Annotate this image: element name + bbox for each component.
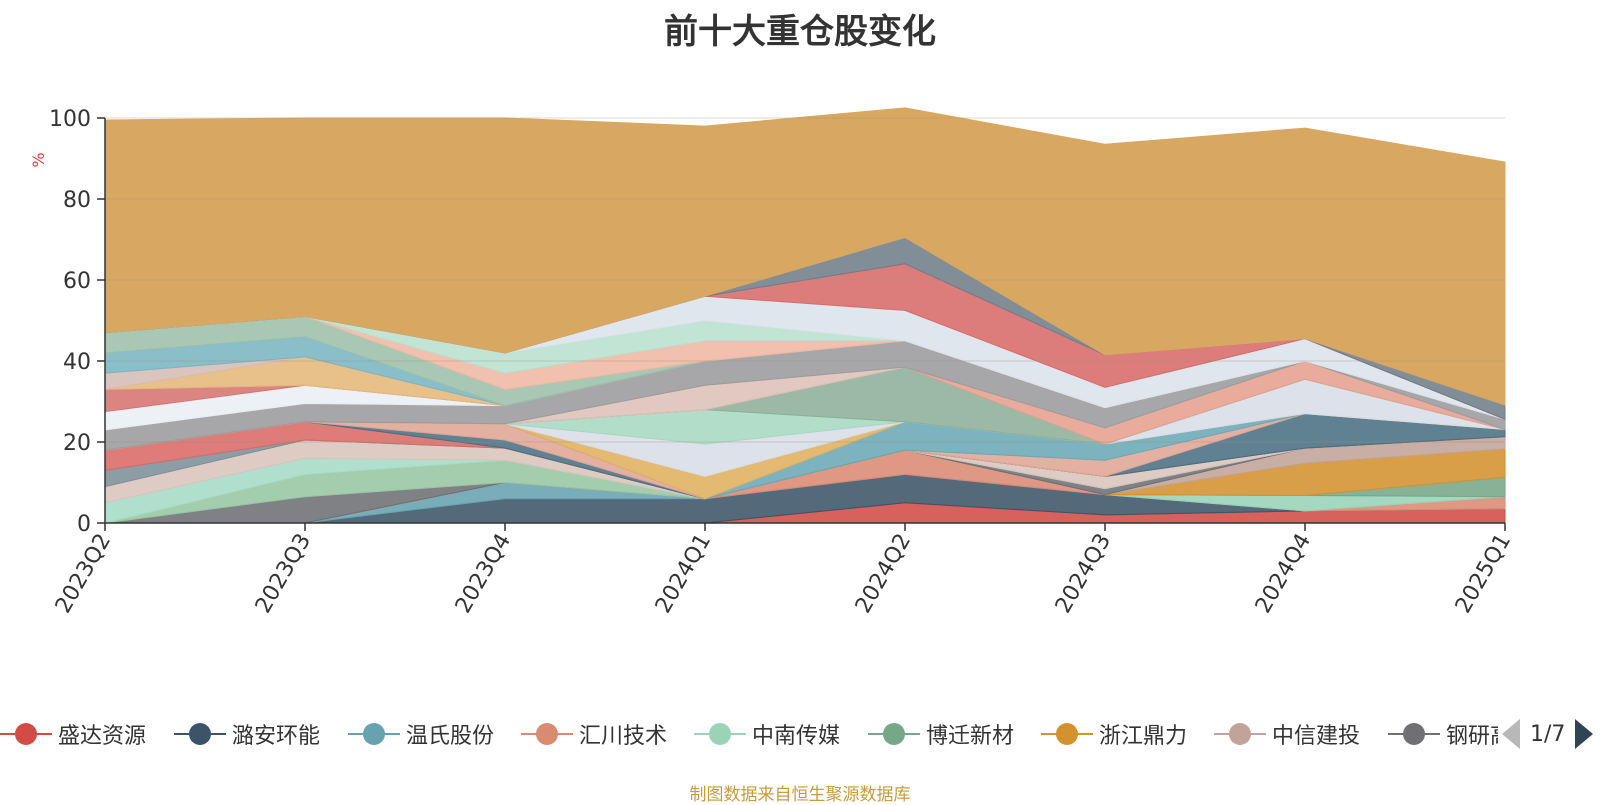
- y-tick-label-3: 60: [63, 269, 91, 294]
- x-tick-label-3: 2024Q1: [651, 530, 716, 618]
- x-tick-label-7: 2025Q1: [1451, 530, 1516, 618]
- legend-marker-icon: [521, 714, 573, 754]
- chart-title: 前十大重仓股变化: [664, 12, 936, 52]
- legend-marker-icon: [868, 714, 920, 754]
- y-axis-unit-label: %: [29, 152, 48, 167]
- legend-item-5[interactable]: 博迁新材: [868, 714, 1014, 754]
- legend-item-8[interactable]: 钢研高纳: [1388, 714, 1500, 754]
- source-note: 制图数据来自恒生聚源数据库: [689, 785, 911, 805]
- legend-prev-page-icon[interactable]: [1502, 719, 1520, 749]
- legend-item-6[interactable]: 浙江鼎力: [1041, 714, 1187, 754]
- legend-pager: 1/7: [1498, 714, 1600, 754]
- legend-item-3[interactable]: 汇川技术: [521, 714, 667, 754]
- legend-item-4[interactable]: 中南传媒: [694, 714, 840, 754]
- x-tick-label-1: 2023Q3: [251, 530, 316, 618]
- area-series-group: [104, 107, 1506, 524]
- legend-item-7[interactable]: 中信建投: [1214, 714, 1360, 754]
- legend-marker-icon: [0, 714, 52, 754]
- legend-marker-icon: [1388, 714, 1440, 754]
- legend-label: 温氏股份: [406, 724, 495, 749]
- legend-label: 潞安环能: [232, 724, 321, 749]
- y-tick-label-1: 20: [63, 431, 91, 456]
- y-tick-label-4: 80: [63, 188, 91, 213]
- x-tick-label-2: 2023Q4: [451, 530, 516, 618]
- y-tick-label-0: 0: [77, 512, 91, 537]
- y-tick-label-5: 100: [49, 107, 91, 132]
- legend-item-1[interactable]: 潞安环能: [174, 714, 320, 754]
- legend-label: 浙江鼎力: [1099, 724, 1188, 749]
- legend-label: 中信建投: [1272, 724, 1361, 749]
- legend-label: 盛达资源: [58, 724, 147, 749]
- legend-marker-icon: [348, 714, 400, 754]
- x-tick-label-5: 2024Q3: [1051, 530, 1116, 618]
- legend-marker-icon: [1214, 714, 1266, 754]
- legend-label: 博迁新材: [926, 724, 1015, 749]
- legend-item-2[interactable]: 温氏股份: [348, 714, 494, 754]
- grid-lines: [105, 117, 1505, 443]
- legend-label: 中南传媒: [752, 724, 841, 749]
- area-series-36[interactable]: [104, 107, 1506, 406]
- legend-marker-icon: [174, 714, 226, 754]
- legend-label: 钢研高纳: [1446, 724, 1500, 749]
- legend-item-0[interactable]: 盛达资源: [0, 714, 146, 754]
- legend-page-indicator: 1/7: [1530, 721, 1566, 747]
- legend: 盛达资源 潞安环能 温氏股份 汇川技术 中南传媒 博迁新材 浙江鼎力 中信建投 钢研高纳: [0, 714, 1500, 754]
- legend-next-page-icon[interactable]: [1575, 719, 1594, 749]
- legend-label: 汇川技术: [579, 724, 668, 749]
- x-tick-label-0: 2023Q2: [51, 530, 116, 618]
- x-tick-label-4: 2024Q2: [851, 530, 916, 618]
- legend-marker-icon: [1041, 714, 1093, 754]
- legend-marker-icon: [694, 714, 746, 754]
- x-tick-label-6: 2024Q4: [1251, 530, 1316, 618]
- y-tick-label-2: 40: [63, 350, 91, 375]
